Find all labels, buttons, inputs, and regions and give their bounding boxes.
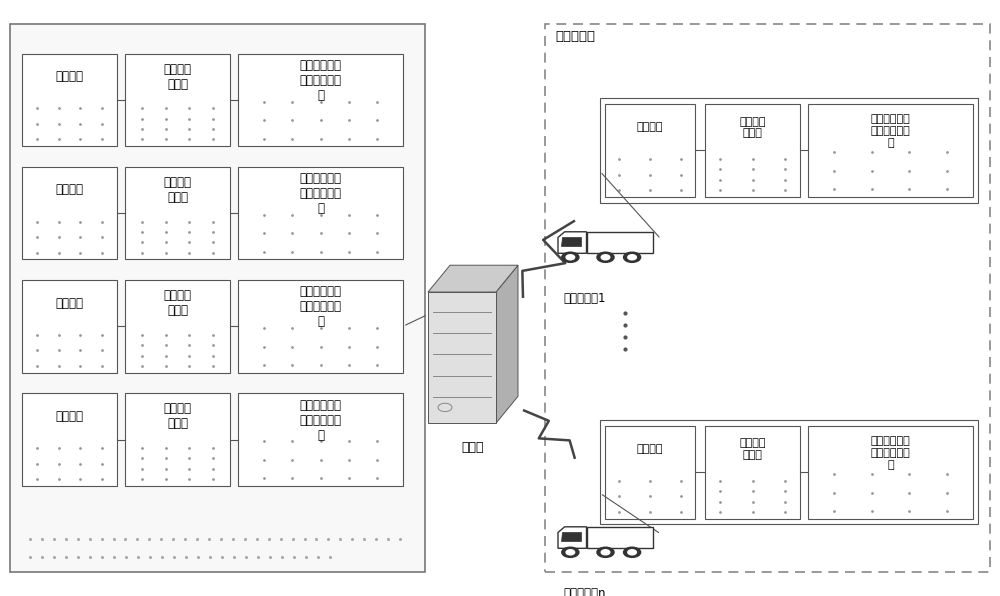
Bar <box>808 426 973 519</box>
Text: 各路径节点的
车辆停留时间
窗: 各路径节点的 车辆停留时间 窗 <box>871 436 910 470</box>
Bar <box>545 24 990 572</box>
Text: 各路径节点的
车辆停留时间
窗: 各路径节点的 车辆停留时间 窗 <box>871 114 910 148</box>
Circle shape <box>628 254 636 260</box>
Circle shape <box>628 550 636 555</box>
Text: 订单信息: 订单信息 <box>637 122 663 132</box>
Polygon shape <box>428 265 518 292</box>
Polygon shape <box>558 527 586 548</box>
Text: 订单信息: 订单信息 <box>56 410 84 423</box>
Circle shape <box>601 254 610 260</box>
Text: 待分配车辆: 待分配车辆 <box>555 30 595 43</box>
Bar <box>125 167 230 259</box>
Bar <box>238 167 403 259</box>
Text: 路径的指
示信息: 路径的指 示信息 <box>164 402 192 430</box>
Polygon shape <box>558 232 586 253</box>
Text: 待分配车辆n: 待分配车辆n <box>563 587 606 596</box>
Text: 服务器: 服务器 <box>462 441 484 454</box>
Bar <box>705 426 800 519</box>
Circle shape <box>562 547 579 557</box>
Bar <box>605 426 695 519</box>
Text: 各路径节点的
车辆停留时间
窗: 各路径节点的 车辆停留时间 窗 <box>300 59 342 102</box>
Bar <box>238 54 403 146</box>
Bar <box>600 420 978 524</box>
Bar <box>10 24 425 572</box>
Circle shape <box>601 550 610 555</box>
Bar <box>22 280 117 372</box>
Bar <box>22 393 117 486</box>
Text: 路径的指
示信息: 路径的指 示信息 <box>164 176 192 204</box>
Circle shape <box>566 550 575 555</box>
Text: 订单信息: 订单信息 <box>56 297 84 310</box>
Circle shape <box>624 547 641 557</box>
Text: 订单信息: 订单信息 <box>56 184 84 197</box>
Bar <box>125 54 230 146</box>
Bar <box>808 104 973 197</box>
Polygon shape <box>496 265 518 423</box>
Circle shape <box>597 252 614 262</box>
Bar <box>125 280 230 372</box>
Bar <box>586 232 653 253</box>
Text: 路径的指
示信息: 路径的指 示信息 <box>739 439 766 460</box>
Text: 各路径节点的
车辆停留时间
窗: 各路径节点的 车辆停留时间 窗 <box>300 399 342 442</box>
Bar <box>238 280 403 372</box>
Text: 路径的指
示信息: 路径的指 示信息 <box>164 289 192 317</box>
Bar <box>605 104 695 197</box>
Text: 待分配车辆1: 待分配车辆1 <box>563 292 606 305</box>
Bar <box>22 167 117 259</box>
Circle shape <box>562 252 579 262</box>
Text: 路径的指
示信息: 路径的指 示信息 <box>739 117 766 138</box>
Polygon shape <box>561 532 581 541</box>
Text: 各路径节点的
车辆停留时间
窗: 各路径节点的 车辆停留时间 窗 <box>300 285 342 328</box>
Text: 订单信息: 订单信息 <box>56 70 84 83</box>
Text: 订单信息: 订单信息 <box>637 444 663 454</box>
Bar <box>705 104 800 197</box>
Bar <box>586 527 653 548</box>
Circle shape <box>624 252 641 262</box>
Text: 各路径节点的
车辆停留时间
窗: 各路径节点的 车辆停留时间 窗 <box>300 172 342 215</box>
Polygon shape <box>561 237 581 246</box>
Polygon shape <box>428 292 496 423</box>
Bar <box>600 98 978 203</box>
Bar <box>238 393 403 486</box>
Circle shape <box>597 547 614 557</box>
Text: 路径的指
示信息: 路径的指 示信息 <box>164 63 192 91</box>
Circle shape <box>566 254 575 260</box>
Bar <box>22 54 117 146</box>
Bar <box>125 393 230 486</box>
